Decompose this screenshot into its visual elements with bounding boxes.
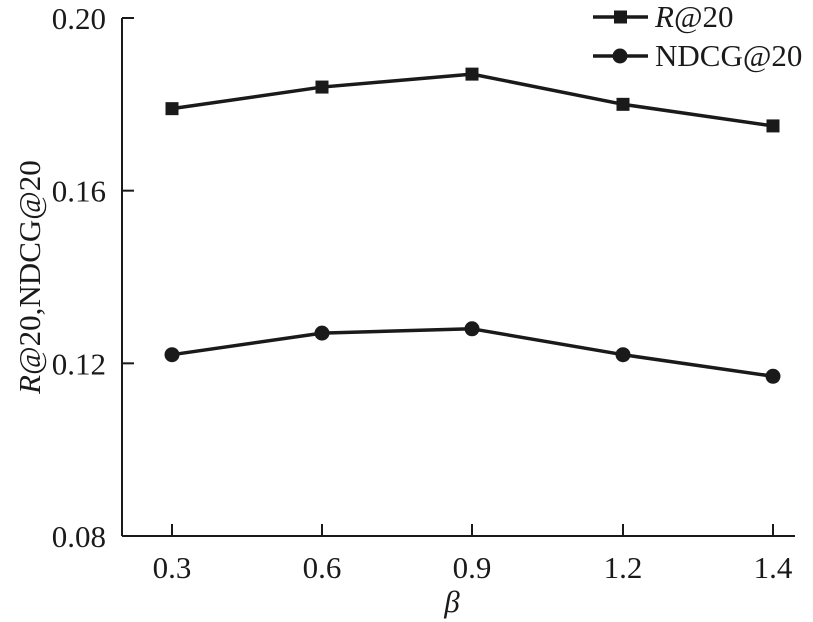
y-tick-label: 0.12 [52,346,106,381]
legend-label: NDCG@20 [655,38,802,73]
series-layer [164,67,781,384]
axes [121,18,795,537]
x-axis-ticks: 0.3 0.6 0.9 1.2 1.4 [153,524,793,585]
data-point-square [766,119,780,133]
x-tick-label: 1.2 [604,550,643,585]
y-axis-title: R@20,NDCG@20 [12,160,47,395]
x-tick-label: 0.9 [453,550,492,585]
data-point-square [616,97,630,111]
data-point-circle [314,325,330,341]
x-tick-label: 1.4 [754,550,793,585]
series-line-r-20 [171,72,774,128]
data-point-square [165,102,179,116]
legend-label-rest: @20 [674,0,734,34]
data-point-square [465,67,479,81]
x-tick-label: 0.6 [303,550,342,585]
data-point-circle [615,347,631,363]
legend-label: R@20 [654,0,734,34]
x-axis-title: β [443,584,460,619]
data-point-circle [765,368,781,384]
legend-marker-square [614,10,627,24]
data-point-square [315,80,329,94]
x-tick-label: 0.3 [153,550,192,585]
legend-label-italic: R [654,0,674,34]
y-axis-title-rest: @20,NDCG@20 [12,160,47,375]
y-tick-label: 0.08 [52,519,106,554]
legend: R@20 NDCG@20 [593,0,802,73]
legend-marker-circle [612,48,628,64]
data-point-circle [464,321,480,337]
y-tick-label: 0.16 [52,174,106,209]
data-point-circle [164,347,180,363]
y-axis-title-italic: R [12,375,47,395]
y-tick-label: 0.20 [52,1,106,36]
y-axis-ticks: 0.08 0.12 0.16 0.20 [52,1,134,554]
